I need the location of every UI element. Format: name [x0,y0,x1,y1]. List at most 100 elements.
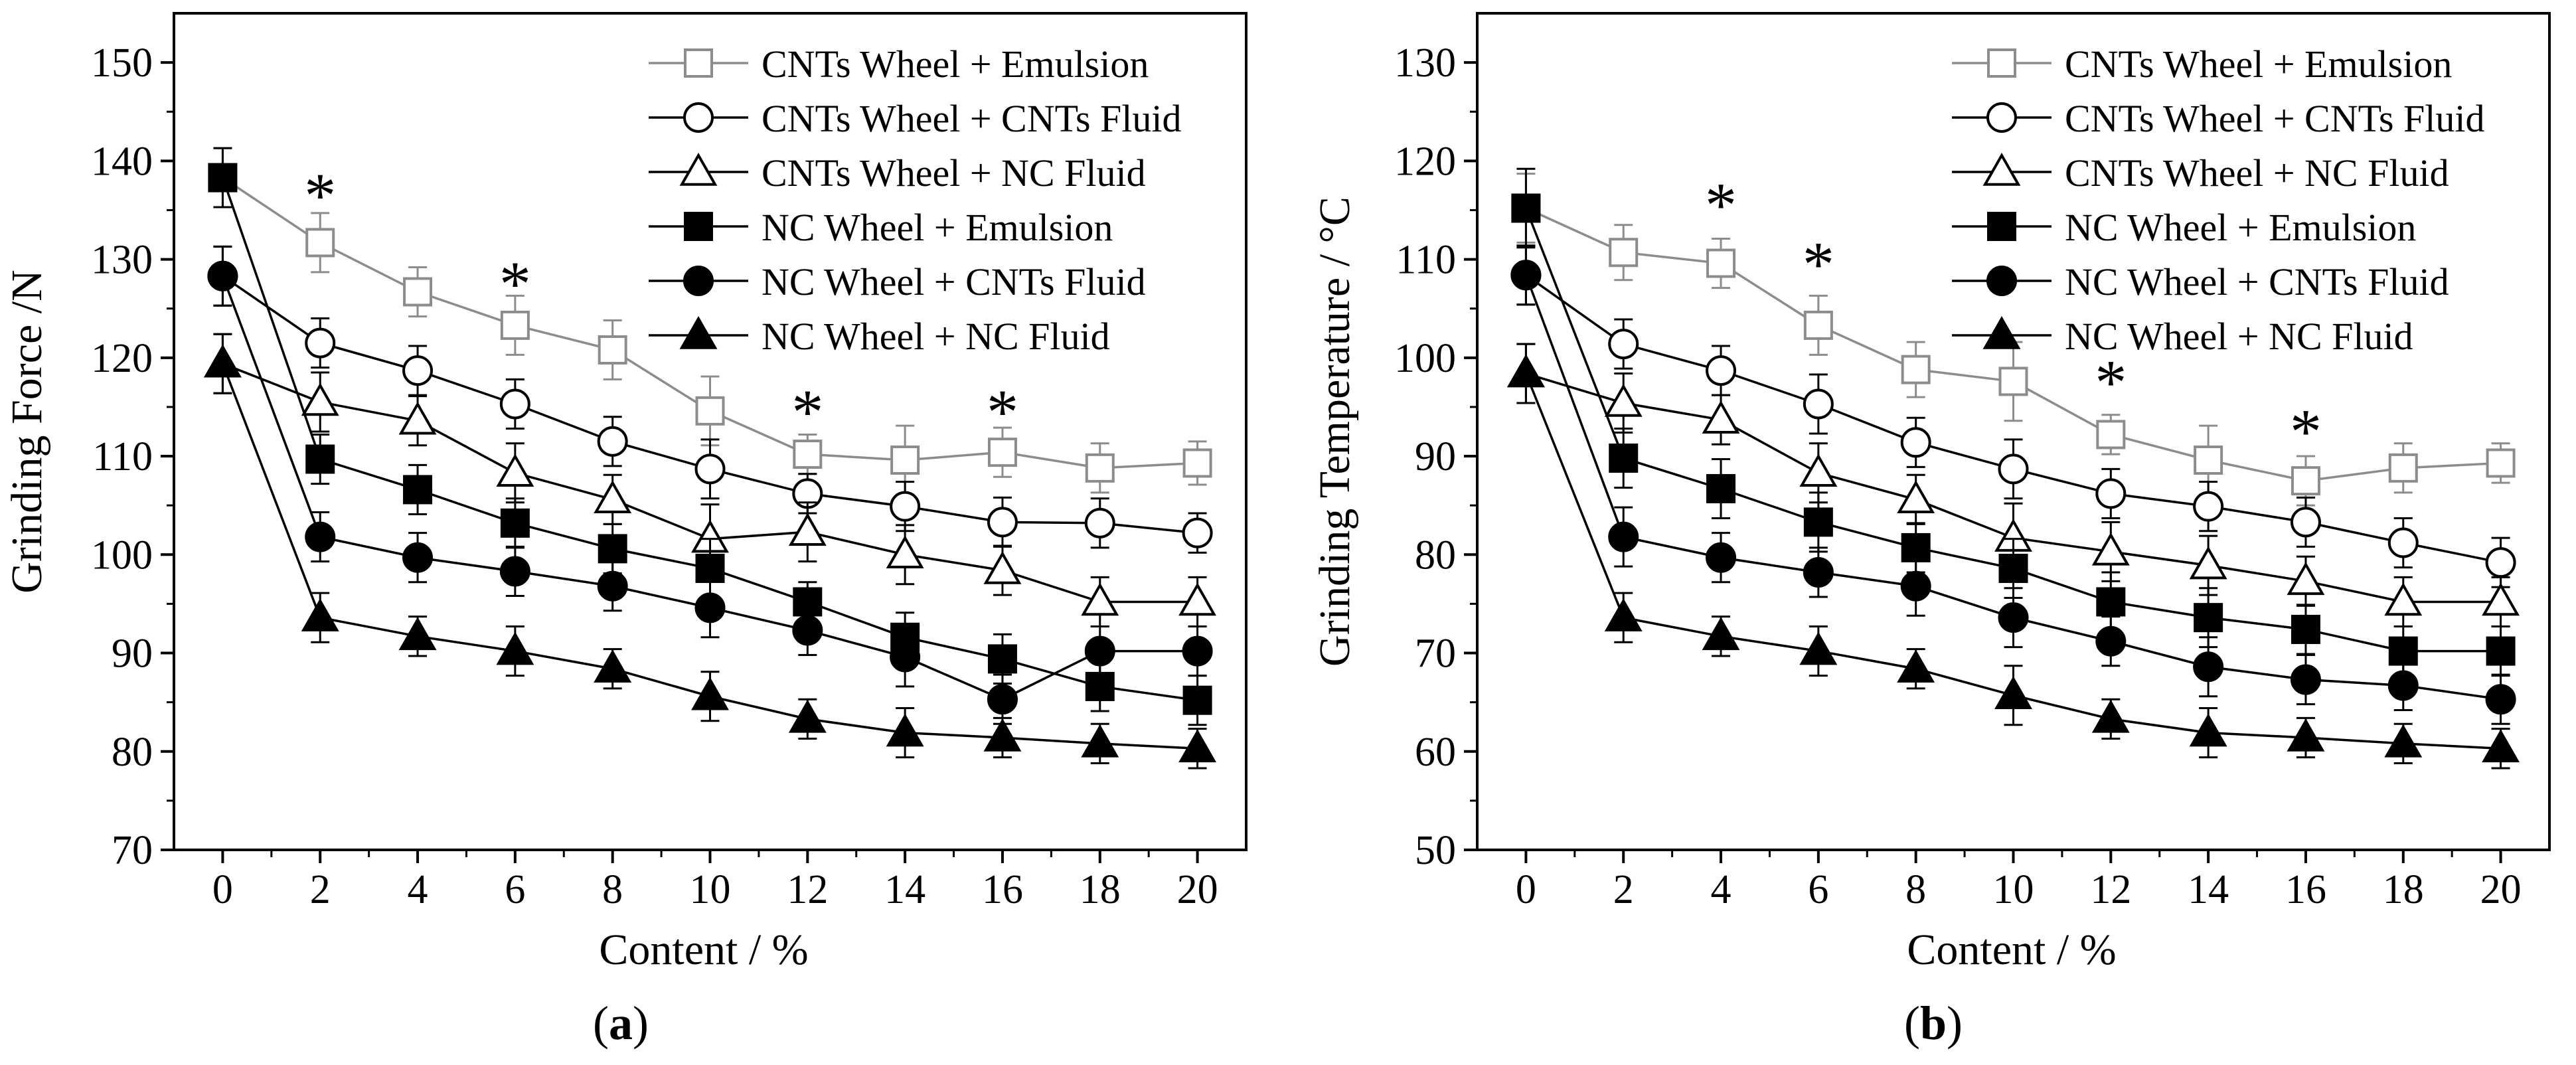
data-point [1084,635,1115,667]
legend-entry: NC Wheel + Emulsion [1952,206,2416,249]
series-nc-wheel-cnts-fluid [207,245,1213,725]
panel-letter: b [1920,997,1947,1050]
data-point [1799,631,1838,665]
data-point [1506,354,1545,388]
data-point [987,438,1017,467]
legend-label: NC Wheel + Emulsion [762,206,1113,249]
data-point [305,228,335,258]
x-tick-label: 0 [1516,867,1536,912]
data-point [691,677,729,710]
data-point [1085,671,1115,701]
data-point [2194,603,2223,633]
data-point [500,508,530,538]
data-point [1511,193,1541,223]
data-point [500,310,530,340]
data-point [2193,651,2224,683]
x-tick-label: 0 [212,867,233,912]
tick-labels: 0 2 4 6 8 10 12 14 16 18 20 50 60 70 80 90 100 110 120 130 [1394,41,2522,912]
legend-label: CNTs Wheel + CNTs Fluid [762,97,1182,140]
legend-marker [683,102,714,133]
y-tick-label: 130 [91,238,153,283]
data-point [1702,617,1740,651]
x-axis-label: Content / % [599,926,808,974]
data-point [890,641,921,673]
significance-asterisk: * [1705,170,1737,241]
data-point [2287,718,2325,752]
data-point [890,491,921,522]
data-point [1900,427,1931,458]
data-point [305,327,336,359]
data-point [403,475,433,505]
data-point [788,699,827,733]
data-point [1604,598,1643,631]
data-point [890,445,920,475]
significance-markers: * * * * [1705,170,2322,467]
data-point [594,649,632,683]
data-point [598,534,627,564]
significance-asterisk: * [2095,347,2127,418]
data-point [398,617,437,651]
data-point [793,440,823,469]
series-nc-wheel-emulsion [208,147,1212,726]
data-point [1706,355,1737,386]
data-point [398,401,437,435]
legend-label: CNTs Wheel + CNTs Fluid [2065,97,2485,140]
data-point [1081,582,1119,616]
panel-letter: a [609,997,633,1050]
data-point [2384,582,2423,616]
significance-asterisk: * [1803,229,1834,300]
data-point [402,542,434,573]
significance-markers: * * * * [304,160,1018,448]
data-point [2291,466,2320,496]
data-point [694,453,726,485]
data-point [1081,724,1119,758]
legend-marker [684,48,713,78]
data-point [1702,400,1740,434]
y-tick-label: 120 [1394,139,1456,184]
data-point [1897,480,1935,514]
data-point [1182,517,1213,548]
legend-label: NC Wheel + CNTs Fluid [762,260,1146,303]
data-point [1998,367,2028,396]
legend-entry: CNTs Wheel + Emulsion [649,42,1149,86]
y-tick-label: 50 [1415,828,1456,873]
y-tick-label: 120 [91,336,153,381]
data-point [2189,713,2227,747]
x-tick-label: 2 [1613,867,1634,912]
data-point [2387,527,2419,558]
data-point [203,344,242,378]
data-point [301,382,339,416]
data-point [305,444,335,474]
data-point [301,598,339,631]
legend-entry: NC Wheel + NC Fluid [649,315,1110,358]
y-tick-label: 100 [1394,336,1456,381]
data-point [2096,420,2126,450]
x-tick-label: 8 [1905,867,1926,912]
legend: CNTs Wheel + Emulsion CNTs Wheel + CNTs F… [1952,42,2485,358]
data-point [2387,670,2419,701]
x-tick-label: 6 [1808,867,1828,912]
data-point [788,513,827,546]
significance-asterisk: * [304,160,336,231]
data-point [2287,562,2325,596]
significance-asterisk: * [499,248,531,319]
data-point [403,277,433,307]
legend-entry: NC Wheel + CNTs Fluid [1952,260,2449,303]
data-point [1178,582,1217,616]
y-tick-label: 80 [112,730,153,775]
y-tick-label: 110 [92,434,153,479]
data-point [987,684,1018,715]
data-point [2482,729,2520,763]
data-point [1182,685,1212,715]
y-tick-label: 70 [112,828,153,873]
legend-entry: CNTs Wheel + NC Fluid [649,151,1146,195]
x-tick-label: 8 [602,867,623,912]
data-point [2486,448,2516,478]
panel-label: (a) [593,997,649,1050]
data-point [1998,554,2028,584]
legend-entry: NC Wheel + CNTs Fluid [649,260,1146,303]
series-cnts-wheel-emulsion [208,147,1212,496]
legend-entry: NC Wheel + NC Fluid [1952,315,2413,358]
data-point [1609,238,1639,268]
data-point [499,556,530,587]
